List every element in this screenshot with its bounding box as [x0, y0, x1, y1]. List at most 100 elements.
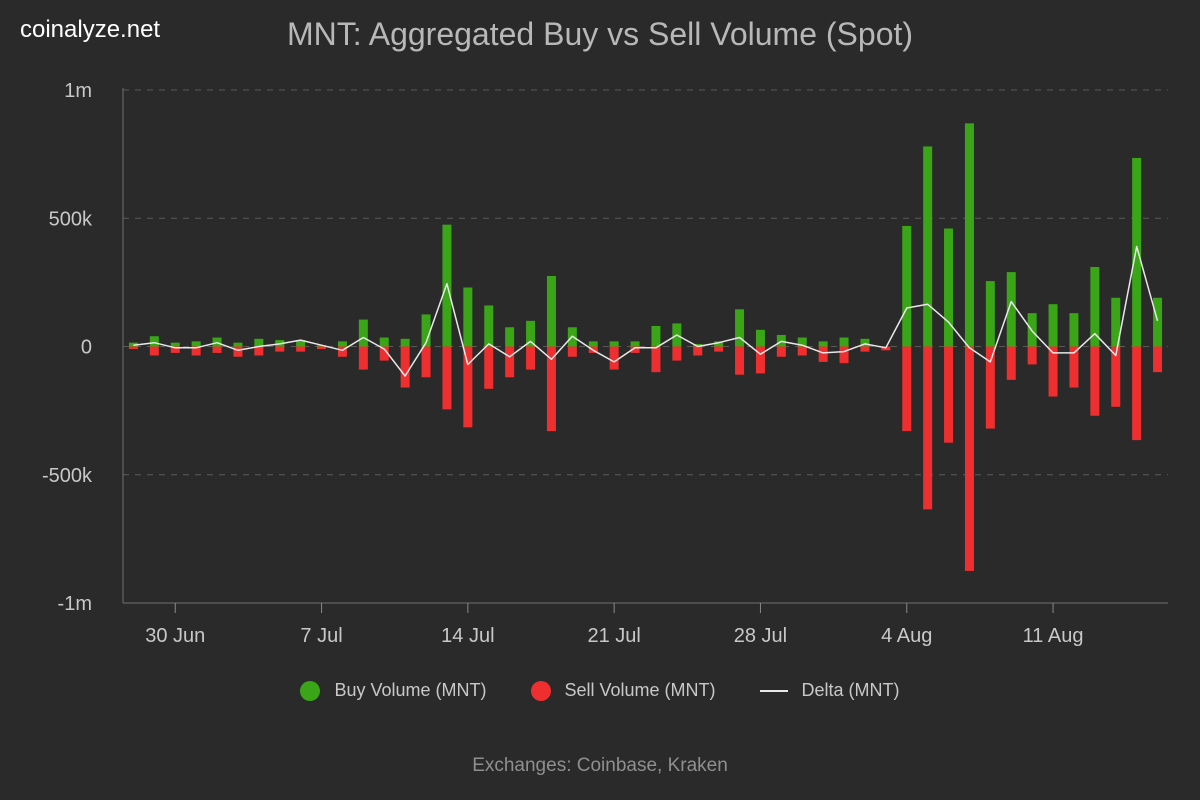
sell-bar [463, 346, 473, 428]
buy-bar [505, 327, 515, 347]
buy-bar [296, 340, 306, 347]
buy-bar [735, 309, 745, 347]
sell-bar [755, 346, 765, 374]
sell-bar [1006, 346, 1016, 380]
sell-bar [651, 346, 661, 373]
buy-bar [1048, 304, 1058, 347]
buy-bar [358, 319, 368, 347]
buy-bar [233, 342, 243, 347]
x-axis-ticks: 30 Jun 7 Jul 14 Jul 21 Jul 28 Jul 4 Aug 11 Aug [145, 603, 1083, 647]
sell-bar [505, 346, 515, 378]
sell-bar [672, 346, 682, 361]
sell-bar [985, 346, 995, 429]
delta-series [133, 245, 1159, 377]
y-tick-label: 1m [64, 80, 92, 102]
buy-bar [400, 338, 410, 347]
x-tick-label: 4 Aug [881, 625, 932, 647]
sell-bar [693, 346, 703, 356]
buy-bar [860, 338, 870, 347]
buy-bar [588, 341, 598, 347]
sell-bar [400, 346, 410, 388]
buy-bar [693, 343, 703, 347]
sell-bar [233, 346, 243, 357]
y-axis-ticks: 1m 500k 0 -500k -1m [42, 80, 93, 615]
legend: Buy Volume (MNT) Sell Volume (MNT) Delta… [0, 680, 1200, 701]
sell-bar [860, 346, 870, 352]
buy-legend-marker [300, 680, 321, 701]
sell-bar [714, 346, 724, 352]
exchanges-note: Exchanges: Coinbase, Kraken [472, 755, 728, 776]
sell-bar [337, 346, 347, 357]
buy-bar [337, 341, 347, 347]
x-tick-label: 28 Jul [734, 625, 787, 647]
buy-bar [630, 341, 640, 347]
buy-bar [1090, 266, 1100, 347]
sell-bar [923, 346, 933, 510]
sell-volume-series [128, 346, 1163, 571]
sell-bar [421, 346, 431, 378]
legend-item-sell[interactable]: Sell Volume (MNT) [530, 680, 716, 701]
sell-bar [128, 346, 138, 350]
sell-bar [839, 346, 849, 364]
buy-bar [1153, 297, 1163, 347]
buy-bar [818, 341, 828, 347]
sell-bar [964, 346, 974, 571]
sell-bar [1132, 346, 1142, 441]
x-tick-label: 30 Jun [145, 625, 205, 647]
sell-bar [735, 346, 745, 375]
buy-bar [797, 337, 807, 347]
sell-bar [797, 346, 807, 356]
x-tick-label: 7 Jul [300, 625, 342, 647]
buy-bar [170, 342, 180, 347]
y-tick-label: -1m [58, 593, 92, 615]
grid-layer [122, 88, 1168, 604]
buy-bar [964, 123, 974, 347]
brand-logo[interactable]: coinalyze.net [20, 16, 161, 43]
y-tick-label: 0 [81, 337, 92, 359]
buy-bar [944, 228, 954, 347]
sell-bar [1090, 346, 1100, 416]
buy-bar [463, 287, 473, 347]
sell-bar [818, 346, 828, 362]
sell-bar [1069, 346, 1079, 388]
delta-legend-label: Delta (MNT) [801, 680, 900, 700]
buy-bar [1132, 157, 1142, 347]
sell-bar [630, 346, 640, 353]
buy-bar [1069, 313, 1079, 347]
buy-bar [149, 336, 159, 347]
legend-item-delta[interactable]: Delta (MNT) [759, 680, 900, 701]
buy-bar [714, 341, 724, 347]
delta-legend-marker [759, 689, 788, 692]
x-tick-label: 11 Aug [1023, 625, 1084, 647]
buy-bar [379, 337, 389, 347]
buy-bar [985, 281, 995, 347]
delta-line [133, 245, 1159, 377]
legend-item-buy[interactable]: Buy Volume (MNT) [300, 680, 487, 701]
sell-bar [944, 346, 954, 443]
sell-bar [379, 346, 389, 361]
sell-bar [1027, 346, 1037, 365]
y-tick-label: 500k [49, 208, 93, 230]
buy-bar [191, 341, 201, 347]
sell-bar [191, 346, 201, 356]
sell-bar [170, 346, 180, 353]
y-tick-label: -500k [42, 465, 93, 487]
sell-bar [609, 346, 619, 370]
sell-bar [567, 346, 577, 357]
sell-bar [149, 346, 159, 356]
buy-bar [923, 146, 933, 347]
sell-bar [902, 346, 912, 432]
buy-bar [839, 337, 849, 347]
chart-plot: 1m 500k 0 -500k -1m 30 Jun 7 Jul 14 Jul 21 Jul 2… [42, 80, 1168, 647]
sell-bar [546, 346, 556, 432]
buy-bar [421, 314, 431, 347]
sell-bar [526, 346, 536, 370]
sell-bar [275, 346, 285, 352]
sell-bar [358, 346, 368, 370]
sell-legend-label: Sell Volume (MNT) [564, 680, 716, 700]
sell-bar [1111, 346, 1121, 407]
buy-bar [902, 225, 912, 347]
buy-bar [254, 338, 264, 347]
buy-bar [1111, 297, 1121, 347]
chart-title: MNT: Aggregated Buy vs Sell Volume (Spot… [286, 16, 914, 52]
